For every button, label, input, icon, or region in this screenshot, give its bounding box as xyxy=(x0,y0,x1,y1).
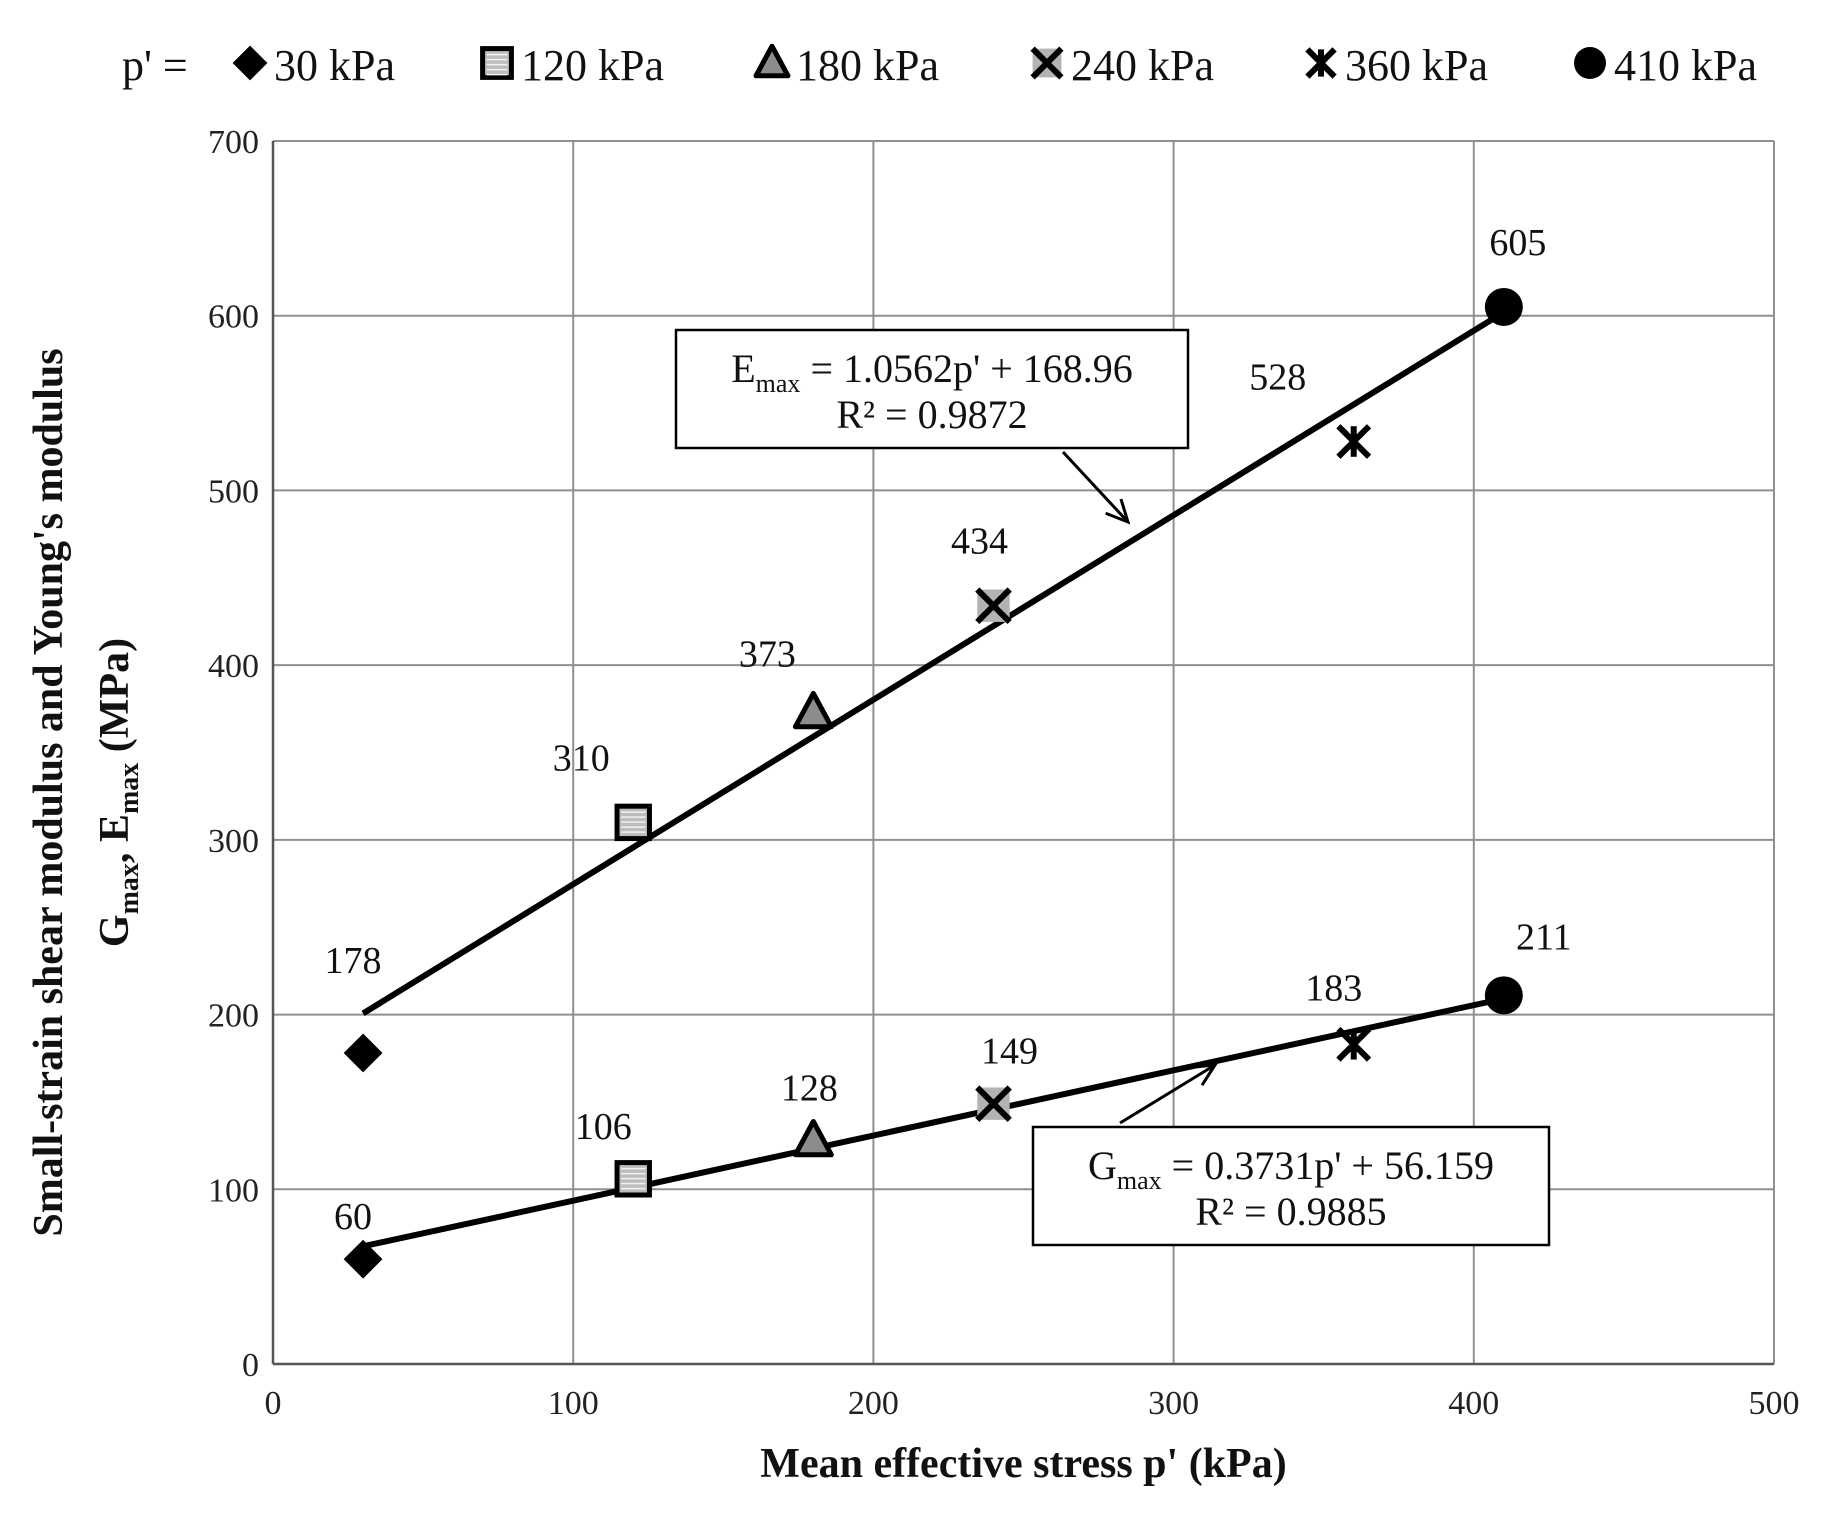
data-label-G: 60 xyxy=(334,1196,372,1238)
data-labels: 178 60 310 106 373 128 434 149 528 183 605 211 xyxy=(325,222,1572,1238)
annotation-box xyxy=(1031,1125,1551,1247)
equation-text: Emax = 1.0562p' + 168.96 xyxy=(731,346,1133,398)
legend-prefix: p' = xyxy=(122,41,188,90)
legend-marker xyxy=(1030,46,1064,80)
legend-item: 120 kPa xyxy=(480,41,664,90)
marker-shape xyxy=(792,1118,834,1158)
annotation-arrow xyxy=(1061,450,1130,524)
legend-item: 360 kPa xyxy=(1305,41,1488,90)
annotation-box xyxy=(674,328,1190,450)
x-axis-title: Mean effective stress p' (kPa) xyxy=(760,1441,1286,1487)
point-G-410 xyxy=(1484,976,1523,1015)
marker-shape xyxy=(343,1239,383,1279)
arrow-head xyxy=(1105,498,1131,525)
marker-stroke xyxy=(1030,46,1064,80)
marker-shape xyxy=(1484,287,1523,326)
y-tick-label: 500 xyxy=(208,473,259,510)
x-tick-label: 400 xyxy=(1448,1385,1499,1422)
legend-label: 240 kPa xyxy=(1071,41,1214,90)
data-label-G: 106 xyxy=(575,1106,632,1148)
trendline-E xyxy=(361,309,1506,1016)
legend-marker xyxy=(1574,47,1606,79)
marker-shape xyxy=(343,1033,383,1073)
legend: p' = 30 kPa 120 kPa 180 kPa 240 kPa 360 kPa 41… xyxy=(122,41,1757,90)
x-tick-label: 200 xyxy=(848,1385,899,1422)
point-G-240 xyxy=(975,1085,1012,1122)
r-squared-text: R² = 0.9885 xyxy=(1195,1189,1386,1234)
data-label-E: 528 xyxy=(1249,357,1306,399)
y-axis-title-line2: Gmax, Emax (MPa) xyxy=(92,638,145,947)
data-label-G: 128 xyxy=(781,1067,838,1109)
data-label-E: 434 xyxy=(951,521,1008,563)
annotation-arrow xyxy=(1119,1063,1216,1125)
grid xyxy=(271,140,1775,1366)
x-tick-label: 0 xyxy=(265,1385,282,1422)
tick-labels: 0 100 200 300 400 500 0 100 200 300 400 500 600 700 xyxy=(208,124,1800,1422)
marker-shape xyxy=(753,43,791,79)
x-tick-label: 500 xyxy=(1749,1385,1800,1422)
equation-text: Gmax = 0.3731p' + 56.159 xyxy=(1088,1143,1494,1195)
point-E-180 xyxy=(792,690,834,730)
point-E-120 xyxy=(614,803,652,842)
point-E-240 xyxy=(975,587,1012,625)
marker-shape xyxy=(792,690,834,730)
legend-label: 360 kPa xyxy=(1345,41,1488,90)
marker-shape xyxy=(480,46,514,80)
point-E-30 xyxy=(343,1033,383,1073)
legend-label: 180 kPa xyxy=(796,41,939,90)
data-label-E: 373 xyxy=(739,633,796,675)
point-E-360 xyxy=(1336,424,1372,459)
data-label-E: 310 xyxy=(553,737,610,779)
legend-marker xyxy=(480,46,514,80)
point-E-410 xyxy=(1484,287,1523,326)
axis-titles: Mean effective stress p' (kPa) Small-stra… xyxy=(26,348,1287,1487)
marker-shape xyxy=(232,45,268,81)
point-G-180 xyxy=(792,1118,834,1158)
data-points xyxy=(343,287,1523,1279)
point-G-120 xyxy=(614,1160,652,1198)
legend-marker xyxy=(232,45,268,81)
data-label-E: 178 xyxy=(325,940,382,982)
legend-item: 180 kPa xyxy=(753,41,939,90)
legend-item: 240 kPa xyxy=(1030,41,1214,90)
x-tick-label: 300 xyxy=(1148,1385,1199,1422)
data-label-G: 149 xyxy=(981,1031,1038,1073)
trendline-G xyxy=(362,995,1505,1250)
marker-shape xyxy=(1574,47,1606,79)
legend-item: 30 kPa xyxy=(232,41,395,90)
r-squared-text: R² = 0.9872 xyxy=(836,392,1027,437)
trendlines xyxy=(361,309,1506,1250)
legend-marker xyxy=(1305,47,1337,79)
marker-stroke xyxy=(975,587,1012,625)
legend-label: 30 kPa xyxy=(274,41,395,90)
y-tick-label: 100 xyxy=(208,1172,259,1209)
point-G-360 xyxy=(1336,1026,1372,1062)
x-tick-label: 100 xyxy=(548,1385,599,1422)
point-G-30 xyxy=(343,1239,383,1279)
data-label-G: 211 xyxy=(1516,916,1572,958)
marker-shape xyxy=(1484,976,1523,1015)
y-tick-label: 0 xyxy=(242,1347,259,1384)
y-tick-label: 200 xyxy=(208,998,259,1035)
data-label-G: 183 xyxy=(1305,967,1362,1009)
legend-item: 410 kPa xyxy=(1574,41,1757,90)
legend-label: 120 kPa xyxy=(521,41,664,90)
y-tick-label: 400 xyxy=(208,648,259,685)
y-tick-label: 600 xyxy=(208,299,259,336)
y-tick-label: 300 xyxy=(208,823,259,860)
y-tick-label: 700 xyxy=(208,124,259,161)
y-axis-title-line1: Small-strain shear modulus and Young's m… xyxy=(26,348,72,1236)
arrow-head xyxy=(1190,1063,1218,1086)
marker-stroke xyxy=(975,1085,1012,1122)
data-label-E: 605 xyxy=(1489,222,1546,264)
legend-marker xyxy=(753,43,791,79)
legend-label: 410 kPa xyxy=(1614,41,1757,90)
